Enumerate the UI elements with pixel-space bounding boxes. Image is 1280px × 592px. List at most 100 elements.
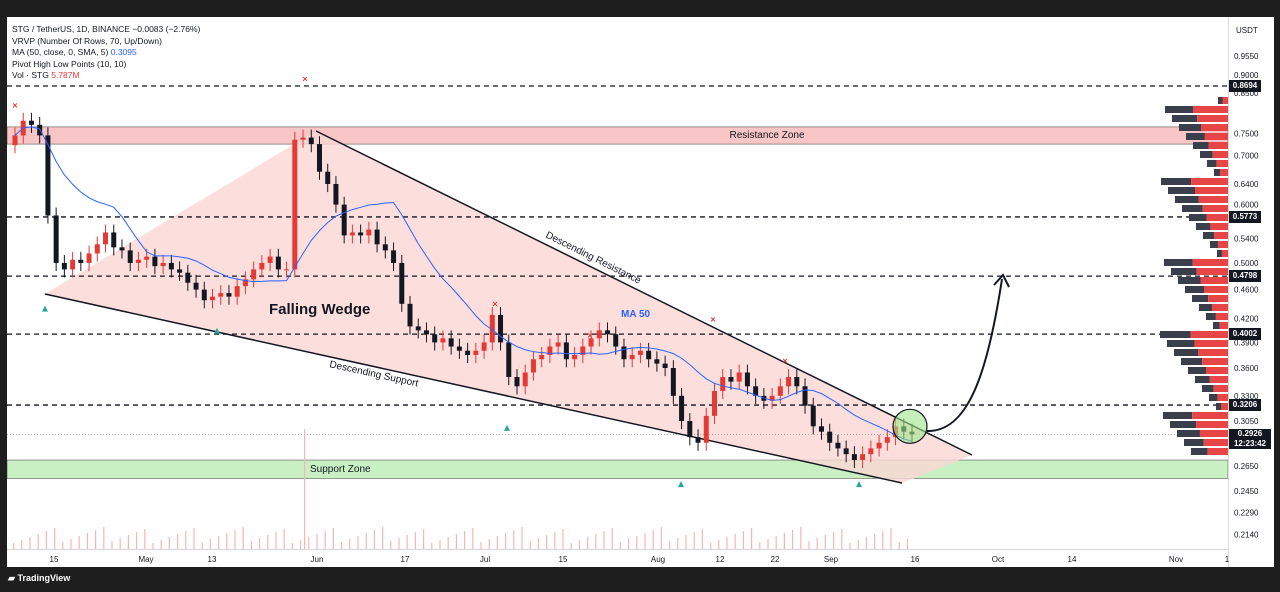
candle-body bbox=[687, 421, 693, 438]
date-tick: 17 bbox=[400, 555, 410, 564]
candle-body bbox=[423, 330, 429, 335]
volume-bar bbox=[808, 541, 810, 549]
vol-line[interactable]: Vol · STG 5.787M bbox=[12, 70, 200, 82]
volume-profile-down bbox=[1168, 187, 1195, 194]
volume-profile-up bbox=[1220, 169, 1228, 176]
volume-bar bbox=[127, 535, 129, 549]
volume-profile-down bbox=[1178, 277, 1201, 284]
volume-profile-down bbox=[1209, 394, 1218, 401]
pivot-high-marker: × bbox=[782, 356, 787, 366]
candle-body bbox=[522, 372, 528, 387]
candle-body bbox=[391, 250, 397, 263]
candle-body bbox=[267, 256, 273, 263]
vol-value: 5.787M bbox=[51, 70, 80, 80]
price-level-label: 0.5773 bbox=[1229, 210, 1261, 223]
volume-bar bbox=[513, 530, 515, 549]
date-tick: May bbox=[138, 555, 154, 564]
price-tick: 0.5000 bbox=[1234, 259, 1259, 268]
pivot-high-marker: × bbox=[302, 74, 307, 84]
volume-profile-down bbox=[1186, 133, 1205, 140]
volume-bar bbox=[759, 542, 761, 549]
date-tick: 15 bbox=[558, 555, 568, 564]
volume-profile-down bbox=[1210, 241, 1219, 248]
volume-profile-up bbox=[1198, 196, 1228, 203]
candle-body bbox=[53, 215, 59, 263]
volume-profile-down bbox=[1196, 223, 1211, 230]
candle-body bbox=[308, 137, 314, 145]
candle-body bbox=[547, 346, 553, 355]
candle-body bbox=[275, 256, 281, 270]
volume-profile-down bbox=[1161, 178, 1192, 185]
descending-resistance-line bbox=[315, 130, 973, 456]
volume-profile-down bbox=[1191, 448, 1208, 455]
tradingview-logo-icon: ▰ bbox=[8, 573, 15, 583]
candle-body bbox=[860, 454, 866, 461]
volume-bar bbox=[587, 537, 589, 549]
current-price: 0.2926 bbox=[1237, 429, 1263, 439]
candle-body bbox=[259, 262, 265, 270]
plot-area[interactable]: × × × × × × Resistance Zone Support Zone Descend… bbox=[7, 17, 1228, 567]
volume-bar bbox=[373, 530, 375, 549]
candle-body bbox=[234, 286, 240, 297]
pivot-line[interactable]: Pivot High Low Points (10, 10) bbox=[12, 58, 127, 69]
volume-profile-down bbox=[1165, 106, 1194, 113]
candle-body bbox=[810, 405, 816, 427]
countdown: 12:23:42 bbox=[1233, 439, 1267, 449]
volume-bar bbox=[304, 429, 306, 549]
candle-body bbox=[786, 377, 792, 387]
symbol-line[interactable]: STG / TetherUS, 1D, BINANCE −0.0083 (−2.… bbox=[12, 24, 201, 34]
volume-bar bbox=[472, 528, 474, 549]
volume-profile-down bbox=[1174, 349, 1199, 356]
volume-profile-up bbox=[1191, 178, 1228, 185]
volume-bar bbox=[78, 536, 80, 549]
candle-body bbox=[703, 415, 709, 443]
volume-profile-down bbox=[1164, 259, 1193, 266]
volume-bar bbox=[644, 533, 646, 549]
price-axis[interactable]: 0.9550 0.9000 0.8500 0.7500 0.7000 0.6400 0.60… bbox=[1228, 17, 1274, 567]
date-axis[interactable] bbox=[7, 549, 1228, 568]
volume-profile-up bbox=[1206, 367, 1228, 374]
candle-body bbox=[777, 386, 783, 396]
candle-body bbox=[802, 386, 808, 406]
resistance-zone bbox=[7, 126, 1228, 145]
volume-profile-down bbox=[1167, 340, 1195, 347]
volume-bar bbox=[464, 531, 466, 549]
volume-bar bbox=[710, 543, 712, 549]
price-level-label: 0.4002 bbox=[1229, 328, 1261, 341]
tradingview-logo[interactable]: ▰ TradingView bbox=[8, 573, 70, 584]
volume-bar bbox=[431, 543, 433, 549]
ma-line[interactable]: MA (50, close, 0, SMA, 5) 0.3095 bbox=[12, 47, 200, 59]
volume-bar bbox=[13, 543, 15, 549]
pivot-low-marker bbox=[678, 481, 684, 488]
candle-body bbox=[514, 377, 520, 387]
candle-body bbox=[695, 437, 701, 443]
volume-bar bbox=[865, 537, 867, 549]
volume-profile-down bbox=[1163, 412, 1193, 419]
candle-body bbox=[292, 139, 298, 270]
projection-arrowhead bbox=[993, 273, 1010, 288]
volume-profile-up bbox=[1222, 97, 1228, 104]
candle-body bbox=[226, 293, 232, 297]
volume-bar bbox=[242, 527, 244, 549]
volume-bar bbox=[283, 529, 285, 549]
volume-bar bbox=[390, 541, 392, 549]
candle-body bbox=[605, 330, 611, 335]
volume-profile-down bbox=[1192, 295, 1209, 302]
pivot-high-marker: × bbox=[710, 314, 715, 324]
candle-body bbox=[218, 293, 224, 297]
volume-profile-down bbox=[1217, 250, 1222, 257]
volume-bar bbox=[767, 539, 769, 549]
candle-body bbox=[37, 124, 43, 136]
volume-profile-down bbox=[1177, 430, 1200, 437]
candle-body bbox=[662, 363, 668, 369]
vrvp-line[interactable]: VRVP (Number Of Rows, 70, Up/Down) bbox=[12, 35, 162, 46]
volume-bar bbox=[906, 539, 908, 549]
volume-bar bbox=[439, 540, 441, 549]
volume-profile-up bbox=[1214, 232, 1228, 239]
candle-body bbox=[316, 144, 322, 172]
volume-profile-up bbox=[1202, 358, 1228, 365]
volume-profile-up bbox=[1204, 286, 1228, 293]
volume-bar bbox=[636, 536, 638, 549]
volume-bar bbox=[259, 538, 261, 549]
